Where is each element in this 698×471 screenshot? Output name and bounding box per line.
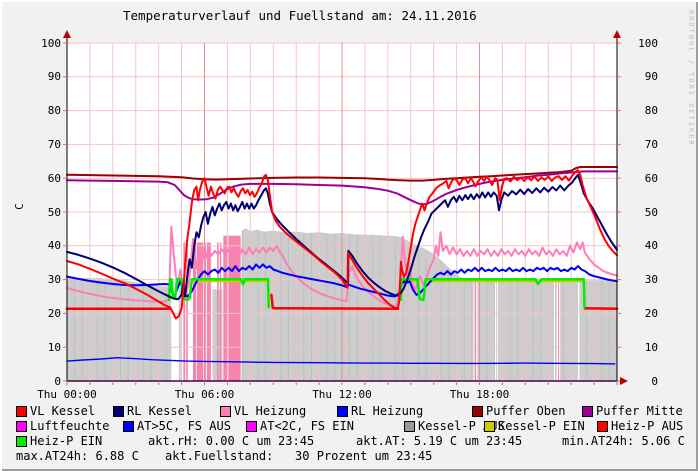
- legend-label: AT>5C, FS AUS: [137, 419, 231, 433]
- y-axis-tick-label-right: 60: [644, 171, 658, 185]
- legend-swatch-kessel-p-ein: [484, 421, 495, 432]
- y-axis-tick-label-right: 40: [644, 239, 658, 253]
- legend-swatch-at-5c-fs-aus: [123, 421, 134, 432]
- legend-label: RL Kessel: [127, 404, 193, 418]
- legend-swatch-rl-heizung: [337, 406, 348, 417]
- legend-swatch-kessel-p-aus: [404, 421, 415, 432]
- legend-label: Heiz-P EIN: [30, 434, 103, 448]
- legend-swatch-puffer-mitte: [582, 406, 593, 417]
- y-axis-tick-label-left: 60: [47, 171, 61, 185]
- y-axis-tick-label-left: 10: [47, 340, 61, 354]
- legend-label: Luftfeuchte: [30, 419, 110, 433]
- y-axis-tick-label-right: 30: [644, 273, 658, 287]
- legend-label: RL Heizung: [351, 404, 424, 418]
- legend-swatch-luftfeuchte: [16, 421, 27, 432]
- rrdtool-watermark: RRDTOOL / TOBI OETIKER: [687, 10, 695, 147]
- y-axis-tick-label-left: 100: [41, 36, 61, 50]
- y-axis-tick-label-left: 50: [47, 205, 61, 219]
- x-axis-tick-label: Thu 12:00: [312, 388, 372, 401]
- legend-label: Heiz-P AUS: [611, 419, 684, 433]
- legend-label: VL Kessel: [30, 404, 96, 418]
- legend-label: min.AT24h: 5.06 C: [562, 434, 685, 448]
- legend-swatch-vl-kessel: [16, 406, 27, 417]
- legend-label: Kessel-P EIN: [498, 419, 585, 433]
- x-axis-tick-label: Thu 06:00: [174, 388, 235, 401]
- legend-swatch-heiz-p-aus: [597, 421, 608, 432]
- x-axis-tick-label: Thu 00:00: [37, 388, 97, 401]
- legend-label: Puffer Oben: [486, 404, 566, 418]
- legend-label: VL Heizung: [234, 404, 307, 418]
- y-axis-tick-label-right: 50: [644, 205, 658, 219]
- y-axis-tick-label-left: 40: [47, 239, 61, 253]
- legend-label: max.AT24h: 6.88 C: [16, 449, 139, 463]
- legend-swatch-puffer-oben: [472, 406, 483, 417]
- y-axis-tick-label-right: 70: [644, 137, 658, 151]
- y-axis-tick-label-left: 90: [47, 70, 61, 84]
- y-axis-tick-label-right: 80: [644, 104, 658, 118]
- legend-swatch-rl-kessel: [113, 406, 124, 417]
- legend-label: akt.AT: 5.19 C um 23:45: [356, 434, 523, 448]
- y-axis-tick-label-left: 30: [47, 273, 61, 287]
- y-axis-tick-label-right: 90: [644, 70, 658, 84]
- legend-swatch-at-2c-fs-ein: [246, 421, 257, 432]
- y-axis-tick-label-right: 10: [644, 340, 658, 354]
- y-axis-tick-label-left: 80: [47, 104, 61, 118]
- page-title: Temperaturverlauf und Fuellstand am: 24.…: [123, 8, 477, 23]
- legend-label: AT<2C, FS EIN: [260, 419, 354, 433]
- x-axis-tick-label: Thu 18:00: [449, 388, 510, 401]
- legend-label: akt.rH: 0.00 C um 23:45: [148, 434, 315, 448]
- y-axis-tick-label-left: 70: [47, 137, 61, 151]
- y-axis-tick-label-right: 100: [638, 36, 658, 50]
- legend-label: Puffer Mitte: [596, 404, 683, 418]
- legend-swatch-heiz-p-ein: [16, 436, 27, 447]
- y-axis-tick-label-right: 0: [651, 374, 658, 388]
- y-axis-tick-label-left: 0: [54, 374, 61, 388]
- y-axis-tick-label-left: 20: [47, 306, 61, 320]
- y-axis-tick-label-right: 20: [644, 306, 658, 320]
- legend-swatch-vl-heizung: [220, 406, 231, 417]
- legend-label: akt.Fuellstand: 30 Prozent um 23:45: [165, 449, 433, 463]
